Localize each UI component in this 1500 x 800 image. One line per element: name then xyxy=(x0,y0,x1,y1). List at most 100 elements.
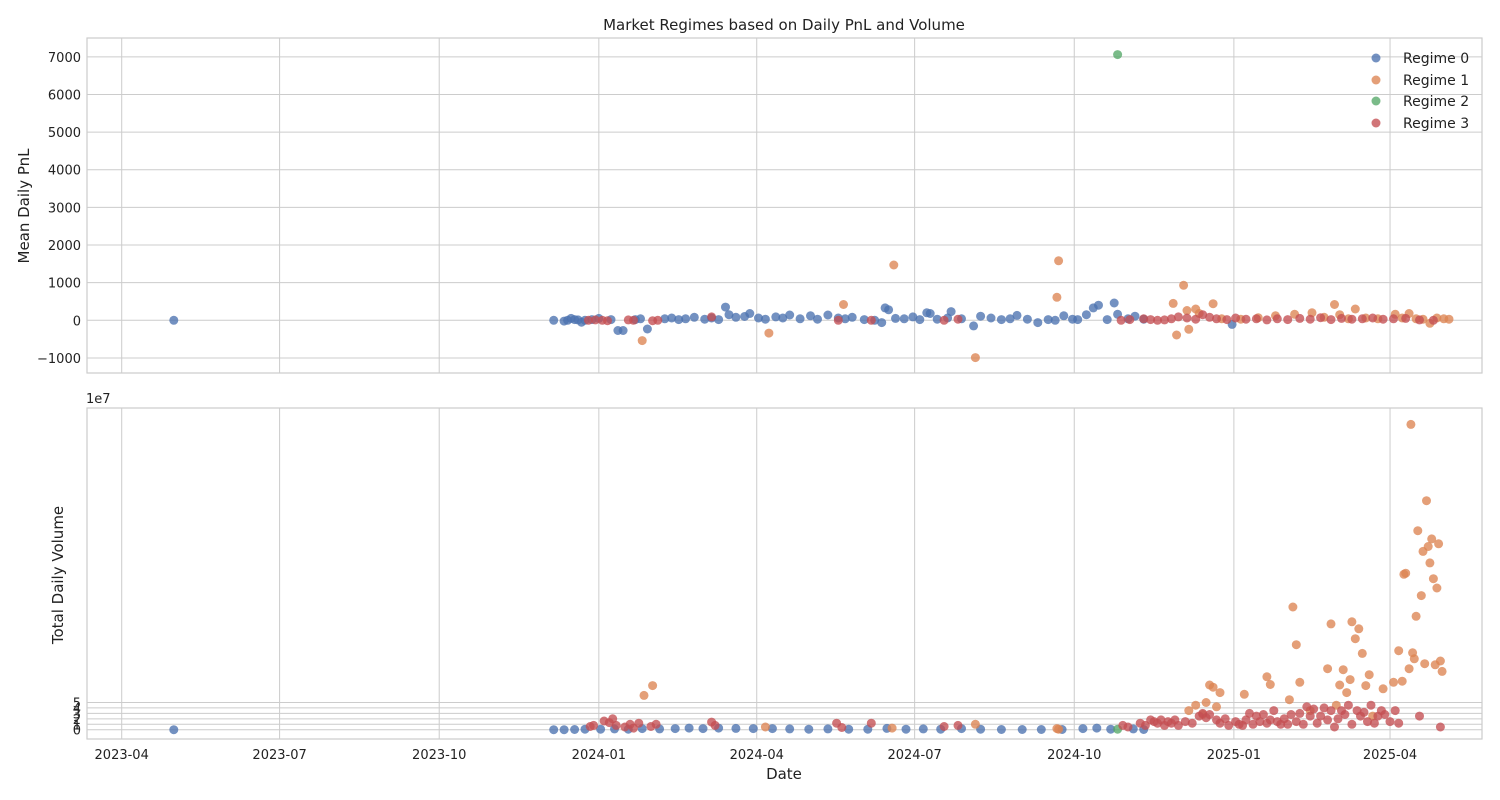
volume-x-tick-label: 2023-04 xyxy=(95,748,149,763)
pnl-point-regime-0 xyxy=(714,315,724,325)
volume-x-tick-label: 2024-10 xyxy=(1047,748,1101,763)
volume-point-regime-1 xyxy=(1347,617,1357,627)
volume-x-tick-label: 2025-01 xyxy=(1207,748,1261,763)
pnl-point-regime-3 xyxy=(1222,315,1232,325)
volume-point-regime-0 xyxy=(767,724,777,734)
volume-point-regime-1 xyxy=(1288,602,1298,612)
volume-point-regime-1 xyxy=(1335,680,1345,690)
volume-point-regime-1 xyxy=(1326,619,1336,629)
volume-point-regime-1 xyxy=(1265,680,1275,689)
volume-point-regime-1 xyxy=(1420,659,1430,669)
pnl-point-regime-3 xyxy=(1368,313,1378,323)
pnl-point-regime-3 xyxy=(1139,314,1149,324)
pnl-series-regime-2 xyxy=(1113,50,1123,60)
pnl-point-regime-3 xyxy=(953,314,963,324)
pnl-point-regime-3 xyxy=(1283,315,1293,325)
pnl-y-tick-label: 1000 xyxy=(48,277,81,292)
pnl-point-regime-0 xyxy=(618,326,628,335)
legend-label-regime-0: Regime 0 xyxy=(1403,51,1469,67)
volume-point-regime-1 xyxy=(1434,539,1444,549)
pnl-point-regime-1 xyxy=(1168,298,1178,308)
pnl-y-tick-label: 4000 xyxy=(48,164,81,179)
volume-point-regime-1 xyxy=(1215,688,1225,698)
pnl-point-regime-3 xyxy=(1160,315,1169,325)
volume-point-regime-3 xyxy=(1295,708,1305,718)
pnl-point-regime-3 xyxy=(1428,315,1438,325)
volume-point-regime-0 xyxy=(731,723,741,733)
pnl-point-regime-3 xyxy=(1182,313,1192,323)
volume-point-regime-1 xyxy=(1201,698,1211,707)
pnl-point-regime-3 xyxy=(1146,315,1156,325)
volume-point-regime-3 xyxy=(1340,710,1350,719)
pnl-y-tick-label: 3000 xyxy=(48,201,81,216)
volume-point-regime-1 xyxy=(1338,665,1348,675)
volume-point-regime-0 xyxy=(670,724,680,734)
pnl-point-regime-0 xyxy=(1081,310,1091,320)
pnl-point-regime-3 xyxy=(1337,313,1346,323)
pnl-point-regime-1 xyxy=(764,328,774,338)
pnl-point-regime-3 xyxy=(1347,314,1357,324)
legend-marker-regime-2 xyxy=(1371,96,1381,106)
volume-point-regime-1 xyxy=(1435,656,1445,666)
pnl-point-regime-0 xyxy=(760,314,770,324)
pnl-point-regime-1 xyxy=(970,353,980,363)
pnl-point-regime-3 xyxy=(1231,313,1241,323)
pnl-y-tick-label: 6000 xyxy=(48,88,81,103)
volume-point-regime-3 xyxy=(1347,719,1357,729)
pnl-point-regime-3 xyxy=(939,315,949,325)
volume-point-regime-1 xyxy=(1413,526,1423,536)
volume-x-tick-label: 2024-01 xyxy=(572,748,626,763)
volume-point-regime-1 xyxy=(1361,681,1371,691)
volume-point-regime-0 xyxy=(844,724,854,734)
volume-point-regime-3 xyxy=(1415,711,1424,721)
x-axis-label: Date xyxy=(766,765,802,783)
pnl-point-regime-0 xyxy=(785,310,795,320)
volume-point-regime-3 xyxy=(1385,717,1395,727)
pnl-point-regime-0 xyxy=(1033,318,1043,328)
pnl-subplot: −1000 0 1000 2000 3000 4000 5000 6000 7000 Mean … xyxy=(15,37,1483,374)
volume-point-regime-3 xyxy=(1309,704,1319,714)
pnl-point-regime-0 xyxy=(840,314,850,324)
volume-x-tick-label: 2025-04 xyxy=(1363,748,1417,763)
volume-y-tick-label: 3 xyxy=(73,707,81,722)
volume-point-regime-3 xyxy=(1283,719,1293,729)
pnl-point-regime-0 xyxy=(925,309,935,318)
volume-point-regime-3 xyxy=(611,720,621,730)
pnl-point-regime-0 xyxy=(1005,314,1015,324)
pnl-point-regime-1 xyxy=(1350,304,1360,314)
pnl-point-regime-0 xyxy=(847,312,857,322)
pnl-point-regime-0 xyxy=(1102,315,1112,325)
volume-point-regime-0 xyxy=(901,724,911,734)
volume-point-regime-3 xyxy=(1291,717,1301,727)
volume-point-regime-1 xyxy=(1378,684,1388,694)
volume-point-regime-1 xyxy=(1291,640,1301,650)
pnl-point-regime-0 xyxy=(1012,310,1022,320)
volume-point-regime-3 xyxy=(1302,702,1312,712)
pnl-point-regime-3 xyxy=(1295,313,1305,323)
pnl-point-regime-0 xyxy=(932,314,942,324)
pnl-point-regime-3 xyxy=(1212,314,1221,324)
volume-point-regime-1 xyxy=(1208,682,1218,692)
volume-point-regime-1 xyxy=(760,722,770,732)
pnl-point-regime-0 xyxy=(969,321,979,331)
volume-x-tick-label: 2024-07 xyxy=(887,748,941,763)
volume-plot-frame xyxy=(86,407,1483,740)
pnl-point-regime-1 xyxy=(1182,306,1192,315)
volume-point-regime-0 xyxy=(698,724,708,734)
pnl-point-regime-1 xyxy=(1330,300,1339,309)
volume-point-regime-3 xyxy=(1205,710,1215,719)
volume-point-regime-3 xyxy=(1369,718,1379,728)
volume-point-regime-0 xyxy=(1017,725,1027,734)
volume-point-regime-1 xyxy=(1184,706,1194,716)
volume-point-regime-3 xyxy=(1123,722,1133,732)
volume-point-regime-1 xyxy=(887,723,897,733)
volume-series-regime-3 xyxy=(585,700,1445,733)
volume-point-regime-0 xyxy=(549,725,559,735)
legend-marker-regime-3 xyxy=(1371,118,1381,128)
volume-point-regime-1 xyxy=(1406,419,1416,429)
volume-point-regime-3 xyxy=(1180,717,1190,727)
pnl-point-regime-3 xyxy=(833,315,843,325)
pnl-point-regime-0 xyxy=(549,315,559,325)
pnl-point-regime-1 xyxy=(1184,324,1194,334)
pnl-point-regime-3 xyxy=(1357,314,1367,324)
